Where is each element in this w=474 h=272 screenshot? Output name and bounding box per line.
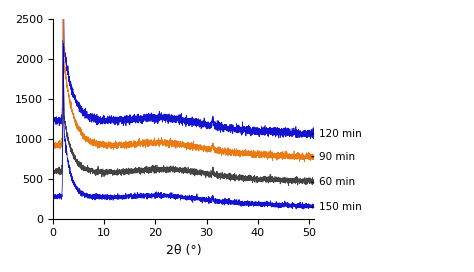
- Text: 60 min: 60 min: [312, 177, 356, 187]
- Text: 120 min: 120 min: [312, 129, 362, 139]
- Text: 150 min: 150 min: [312, 202, 362, 212]
- X-axis label: 2θ (°): 2θ (°): [166, 244, 201, 257]
- Text: 90 min: 90 min: [312, 152, 356, 162]
